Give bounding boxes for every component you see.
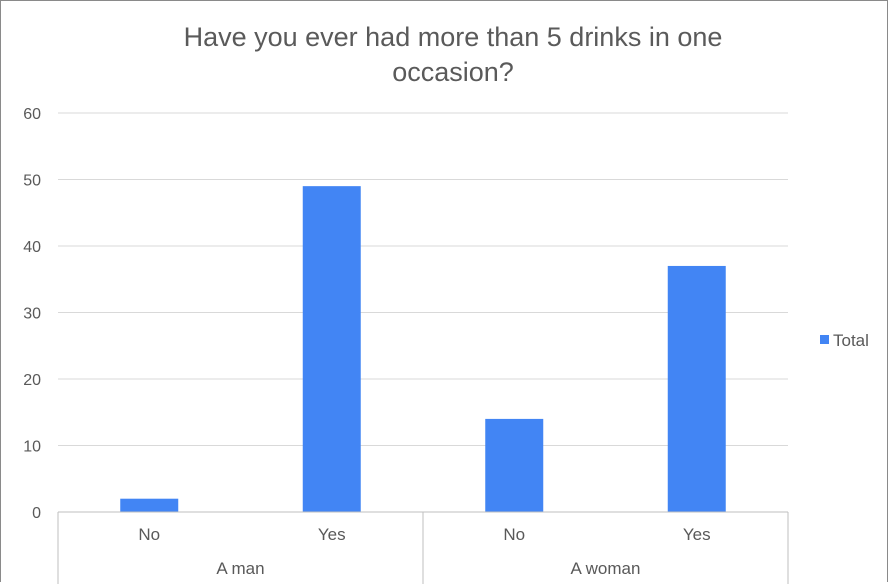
bar-3 <box>667 265 726 512</box>
bar-1 <box>302 186 361 512</box>
y-tick-label-50: 50 <box>23 173 41 190</box>
bar-2 <box>485 418 544 512</box>
y-tick-label-40: 40 <box>23 239 41 256</box>
y-tick-label-30: 30 <box>23 306 41 323</box>
y-tick-label-60: 60 <box>23 106 41 123</box>
x-category-label-1: Yes <box>318 525 346 544</box>
chart-title-line-1: Have you ever had more than 5 drinks in … <box>184 22 723 52</box>
x-group-label-1: A woman <box>571 559 641 578</box>
y-tick-label-20: 20 <box>23 372 41 389</box>
y-tick-label-0: 0 <box>32 505 41 522</box>
bars <box>120 186 726 512</box>
x-group-label-0: A man <box>216 559 264 578</box>
chart-title-line-2: occasion? <box>392 57 514 87</box>
y-axis-ticks: 0 10 20 30 40 50 60 <box>23 106 41 522</box>
legend: Total <box>820 331 869 350</box>
y-tick-label-10: 10 <box>23 439 41 456</box>
legend-swatch-total <box>820 335 829 344</box>
gridlines <box>58 112 788 446</box>
x-category-label-3: Yes <box>683 525 711 544</box>
legend-label-total: Total <box>833 331 869 350</box>
x-category-label-0: No <box>138 525 160 544</box>
x-axis: No Yes No Yes A man A woman <box>57 511 789 584</box>
bar-0 <box>120 498 179 512</box>
x-category-label-2: No <box>503 525 525 544</box>
